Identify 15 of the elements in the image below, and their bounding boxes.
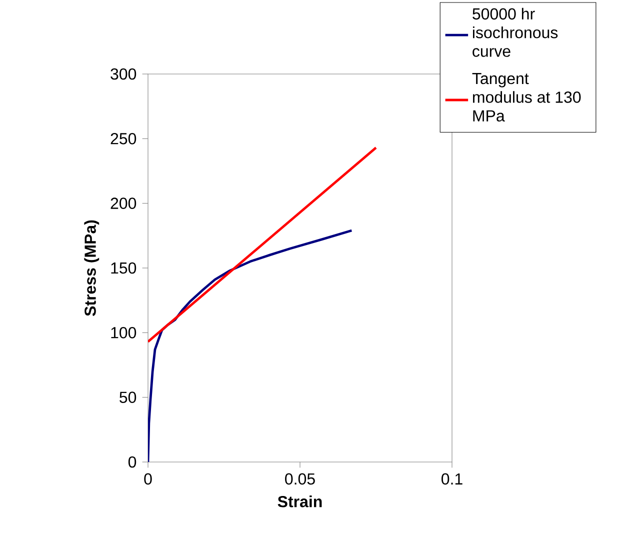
line-series [148,229,353,462]
y-tick-label: 50 [120,392,136,403]
y-tick-label: 100 [111,327,136,338]
x-tick-label: 0.05 [285,473,315,485]
y-tick-label: 150 [111,262,136,274]
y-tick-label: 250 [110,133,136,144]
x-axis-title: Strain [278,496,322,508]
y-tick-label: 200 [110,198,136,209]
legend-label: Tangent modulus at 130 MPa [472,73,581,122]
y-tick-label: 0 [128,456,136,468]
y-axis-title: Stress (MPa) [84,220,100,316]
x-tick-label: 0.1 [442,473,462,485]
y-tick-label: 300 [110,68,136,80]
x-tick-label: 0 [144,473,152,485]
legend-label: 50000 hr isochronous curve [472,8,558,57]
